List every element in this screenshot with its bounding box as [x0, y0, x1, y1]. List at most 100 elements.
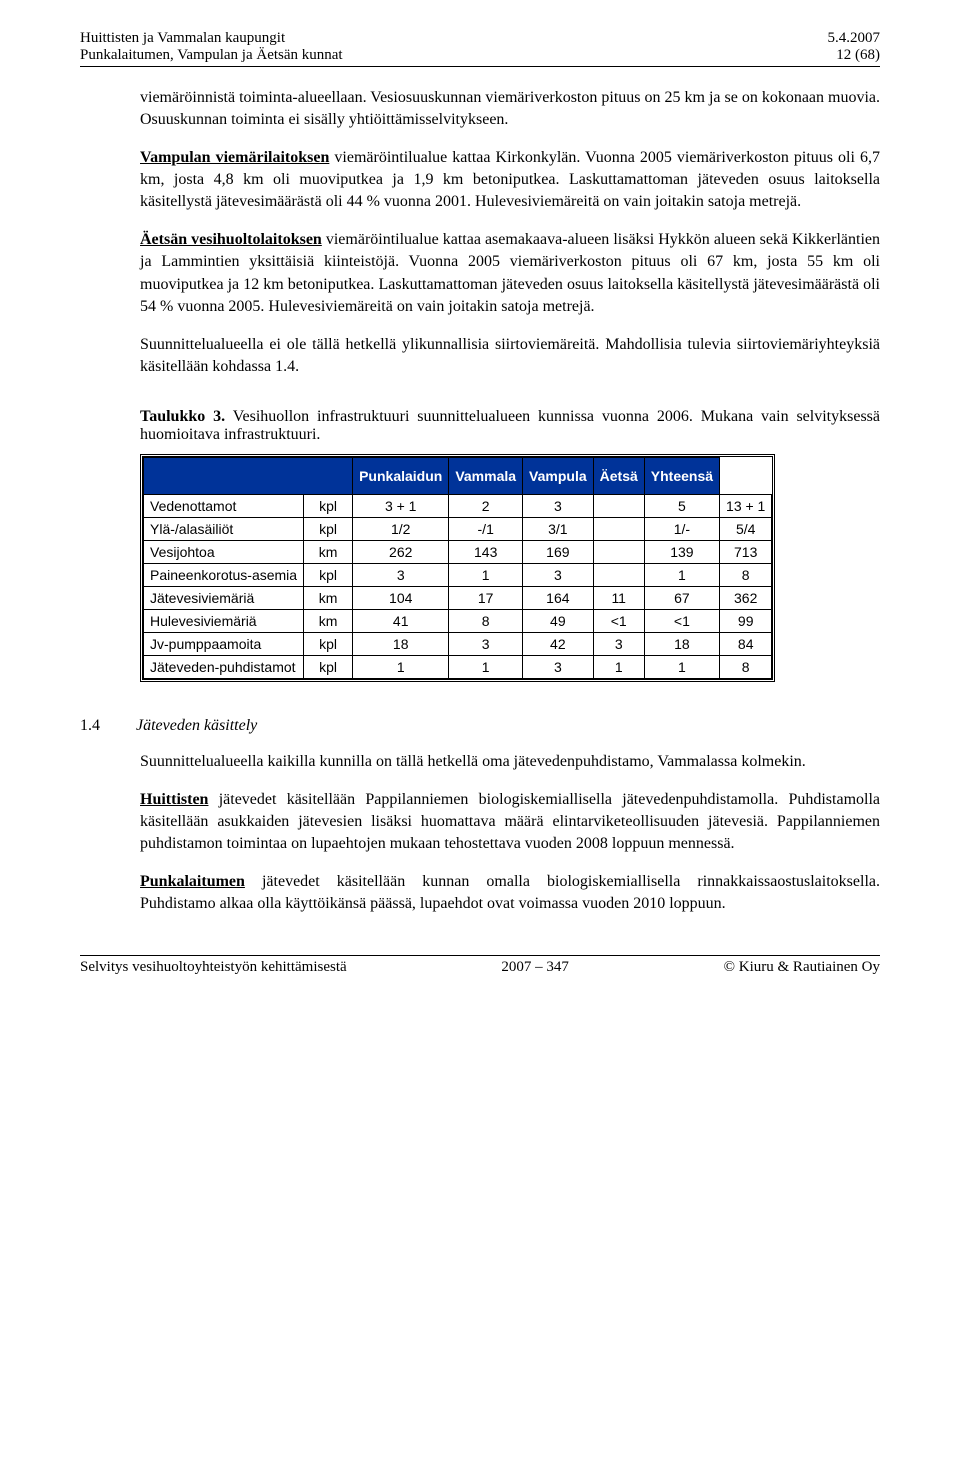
- paragraph-7: Punkalaitumen jätevedet käsitellään kunn…: [140, 871, 880, 915]
- table-caption-rest: Vesihuollon infrastruktuuri suunnittelua…: [140, 408, 880, 443]
- th-vampula: Vampula: [523, 457, 594, 494]
- table-cell: 1: [449, 655, 523, 678]
- paragraph-3: Äetsän vesihuoltolaitoksen viemäröintilu…: [140, 229, 880, 317]
- table-cell: -/1: [449, 517, 523, 540]
- table-cell: 11: [593, 586, 644, 609]
- table-cell: 8: [720, 563, 772, 586]
- infrastructure-table-wrap: Huittinen Punkalaidun Vammala Vampula Äe…: [140, 454, 880, 687]
- table-cell: 42: [523, 632, 594, 655]
- table-cell: [593, 494, 644, 517]
- paragraph-7-rest: jätevedet käsitellään kunnan omalla biol…: [140, 873, 880, 912]
- paragraph-5: Suunnittelualueella kaikilla kunnilla on…: [140, 751, 880, 773]
- th-aetsa: Äetsä: [593, 457, 644, 494]
- paragraph-4: Suunnittelualueella ei ole tällä hetkell…: [140, 334, 880, 378]
- row-unit: kpl: [304, 655, 353, 678]
- table-cell: 1: [593, 655, 644, 678]
- table-cell: 3: [449, 632, 523, 655]
- row-label: Vesijohtoa: [144, 540, 304, 563]
- table-cell: <1: [593, 609, 644, 632]
- row-label: Ylä-/alasäiliöt: [144, 517, 304, 540]
- table-cell: [593, 563, 644, 586]
- paragraph-7-bold: Punkalaitumen: [140, 873, 245, 890]
- table-cell: 3: [523, 563, 594, 586]
- table-cell: 5: [644, 494, 719, 517]
- table-cell: 262: [353, 540, 449, 563]
- table-cell: 3: [353, 563, 449, 586]
- table-cell: <1: [644, 609, 719, 632]
- row-unit: kpl: [304, 563, 353, 586]
- paragraph-1: viemäröinnistä toiminta-alueellaan. Vesi…: [140, 87, 880, 131]
- table-caption-bold: Taulukko 3.: [140, 408, 225, 425]
- paragraph-6-rest: jätevedet käsitellään Pappilanniemen bio…: [140, 791, 880, 852]
- header-left-line2: Punkalaitumen, Vampulan ja Äetsän kunnat: [80, 47, 343, 64]
- header-left: Huittisten ja Vammalan kaupungit Punkala…: [80, 30, 343, 64]
- table-cell: 1: [449, 563, 523, 586]
- row-label: Jv-pumppaamoita: [144, 632, 304, 655]
- table-cell: [593, 540, 644, 563]
- row-label: Vedenottamot: [144, 494, 304, 517]
- table-cell: 67: [644, 586, 719, 609]
- table-cell: 8: [720, 655, 772, 678]
- table-cell: 3: [593, 632, 644, 655]
- th-blank: [144, 457, 353, 494]
- footer-mid: 2007 – 347: [501, 959, 569, 976]
- row-unit: kpl: [304, 632, 353, 655]
- table-row: Jätevesiviemäriäkm104171641167362: [144, 586, 772, 609]
- table-row: Ylä-/alasäiliötkpl1/2-/13/11/-5/4: [144, 517, 772, 540]
- th-vammala: Vammala: [449, 457, 523, 494]
- th-punkalaidun: Punkalaidun: [353, 457, 449, 494]
- row-unit: km: [304, 540, 353, 563]
- table-cell: 99: [720, 609, 772, 632]
- table-header-row: Huittinen Punkalaidun Vammala Vampula Äe…: [144, 457, 772, 494]
- table-cell: 1/-: [644, 517, 719, 540]
- table-caption: Taulukko 3. Vesihuollon infrastruktuuri …: [140, 408, 880, 444]
- paragraph-6-bold: Huittisten: [140, 791, 208, 808]
- paragraph-2: Vampulan viemärilaitoksen viemäröintilua…: [140, 147, 880, 213]
- table-row: Jäteveden-puhdistamotkpl113118: [144, 655, 772, 678]
- table-row: Vedenottamotkpl3 + 123 513 + 1: [144, 494, 772, 517]
- table-cell: 362: [720, 586, 772, 609]
- page-header: Huittisten ja Vammalan kaupungit Punkala…: [80, 30, 880, 67]
- row-unit: kpl: [304, 494, 353, 517]
- table-cell: [593, 517, 644, 540]
- table-cell: 1: [353, 655, 449, 678]
- table-cell: 3: [523, 655, 594, 678]
- table-cell: 1: [644, 655, 719, 678]
- footer-left: Selvitys vesihuoltoyhteistyön kehittämis…: [80, 959, 347, 976]
- header-right-line1: 5.4.2007: [828, 30, 881, 47]
- row-label: Jätevesiviemäriä: [144, 586, 304, 609]
- table-cell: 18: [353, 632, 449, 655]
- section-number: 1.4: [80, 717, 136, 735]
- table-cell: 1/2: [353, 517, 449, 540]
- infrastructure-table: Huittinen Punkalaidun Vammala Vampula Äe…: [143, 457, 772, 679]
- table-row: Hulevesiviemäriäkm41849<1<199: [144, 609, 772, 632]
- table-cell: 164: [523, 586, 594, 609]
- header-right-line2: 12 (68): [828, 47, 881, 64]
- table-cell: 8: [449, 609, 523, 632]
- table-cell: 2: [449, 494, 523, 517]
- table-cell: 169: [523, 540, 594, 563]
- row-unit: km: [304, 609, 353, 632]
- row-label: Hulevesiviemäriä: [144, 609, 304, 632]
- table-row: Vesijohtoakm262143169139713: [144, 540, 772, 563]
- row-unit: kpl: [304, 517, 353, 540]
- page-footer: Selvitys vesihuoltoyhteistyön kehittämis…: [80, 955, 880, 976]
- table-row: Paineenkorotus-asemiakpl31318: [144, 563, 772, 586]
- footer-right: © Kiuru & Rautiainen Oy: [724, 959, 880, 976]
- header-left-line1: Huittisten ja Vammalan kaupungit: [80, 30, 343, 47]
- table-cell: 3 + 1: [353, 494, 449, 517]
- table-cell: 5/4: [720, 517, 772, 540]
- table-cell: 3: [523, 494, 594, 517]
- table-row: Jv-pumppaamoitakpl1834231884: [144, 632, 772, 655]
- table-cell: 1: [644, 563, 719, 586]
- table-cell: 49: [523, 609, 594, 632]
- th-yhteensa: Yhteensä: [644, 457, 719, 494]
- row-label: Paineenkorotus-asemia: [144, 563, 304, 586]
- paragraph-2-bold: Vampulan viemärilaitoksen: [140, 149, 329, 166]
- table-cell: 13 + 1: [720, 494, 772, 517]
- table-cell: 17: [449, 586, 523, 609]
- paragraph-3-bold: Äetsän vesihuoltolaitoksen: [140, 231, 322, 248]
- table-cell: 143: [449, 540, 523, 563]
- table-cell: 104: [353, 586, 449, 609]
- table-cell: 713: [720, 540, 772, 563]
